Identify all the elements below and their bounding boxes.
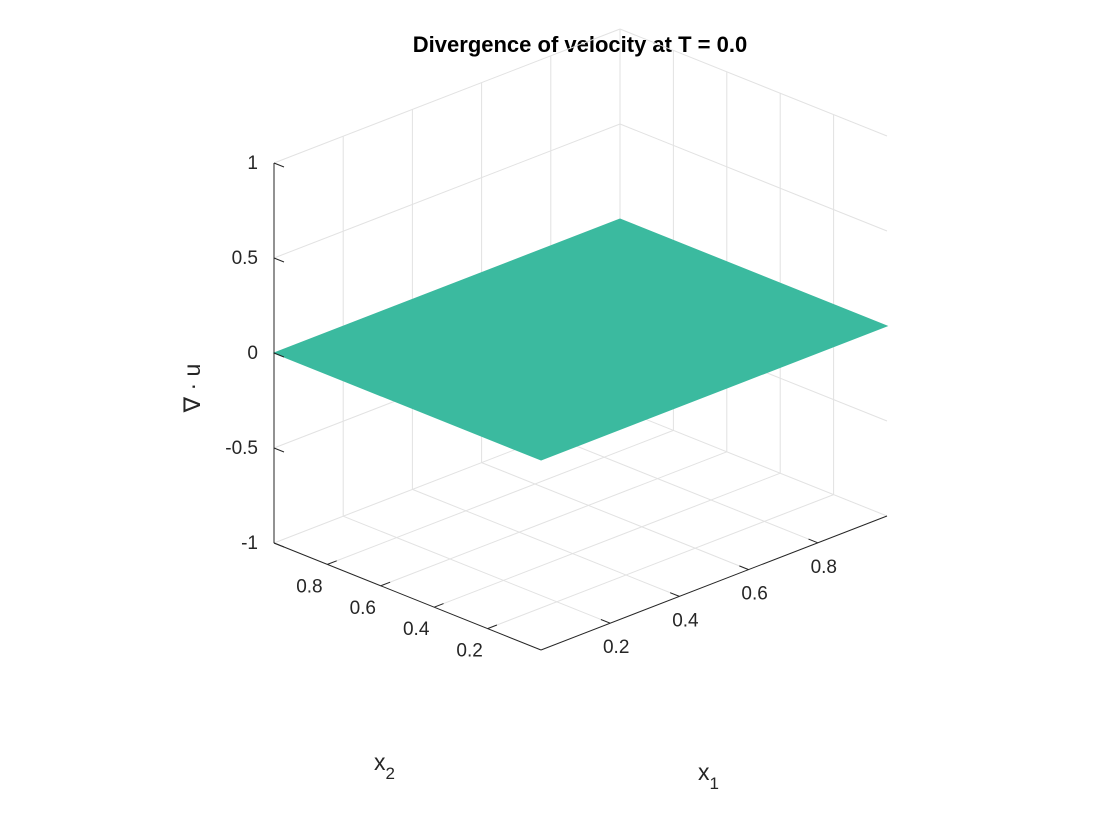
grid-line-floor-x [481,462,749,571]
surface-layer [272,218,889,461]
z-axis-label: ∇ · u [179,364,205,414]
y-tick-label: 0.2 [456,641,482,662]
x-axis-line [540,515,888,651]
grid-line-floor-x [343,515,611,624]
z-tick-mark [273,542,285,548]
x-tick-mark [739,565,749,571]
grid-line-sidewall-z [619,408,888,517]
x-tick-label: 0.4 [672,610,699,631]
z-tick-label: 1 [247,153,258,174]
y-tick-mark [380,581,391,587]
y-axis-line [273,542,542,651]
x-tick-label: 0.8 [811,557,837,578]
grid-line-floor-y [434,472,781,608]
y-tick-mark [327,560,337,565]
grid-line-backwall-z [273,123,621,259]
z-tick-mark [273,447,285,453]
z-tick-label: -1 [241,533,258,554]
x-axis-label: x1 [698,759,719,793]
y-axis-label: x2 [374,749,395,783]
surface-patch [272,218,889,461]
x-tick-mark [669,592,680,597]
y-tick-mark [487,624,498,630]
z-tick-label: 0 [247,343,258,364]
grid-line-floor-y [380,451,727,587]
x-tick-mark [808,538,818,544]
grid-line-floor-x [550,435,818,544]
grid-line-floor-x [412,488,680,597]
z-tick-label: 0.5 [232,248,258,269]
x-tick-mark [600,619,611,624]
y-tick-label: 0.6 [350,598,376,619]
y-tick-mark [434,603,444,608]
y-tick-label: 0.4 [403,619,430,640]
axes [273,162,888,651]
grid-line-sidewall-z [619,123,888,232]
grid-line-sidewall-z [619,28,888,137]
z-tick-mark [273,352,285,358]
z-tick-mark [273,257,285,263]
grid-line-floor-y [327,429,674,565]
tick-labels: 0.2 0.4 0.6 0.8 0.2 0.4 0.6 0.8 -1 -0.5 0 0.5 1 [225,153,837,662]
y-tick-label: 0.8 [296,576,322,597]
z-tick-mark [273,162,285,168]
z-tick-label: -0.5 [225,438,258,459]
x-tick-label: 0.6 [741,584,767,605]
x-tick-label: 0.2 [603,637,629,658]
grid-line-floor-y [487,494,834,630]
grid-line-backwall-z [273,28,621,164]
